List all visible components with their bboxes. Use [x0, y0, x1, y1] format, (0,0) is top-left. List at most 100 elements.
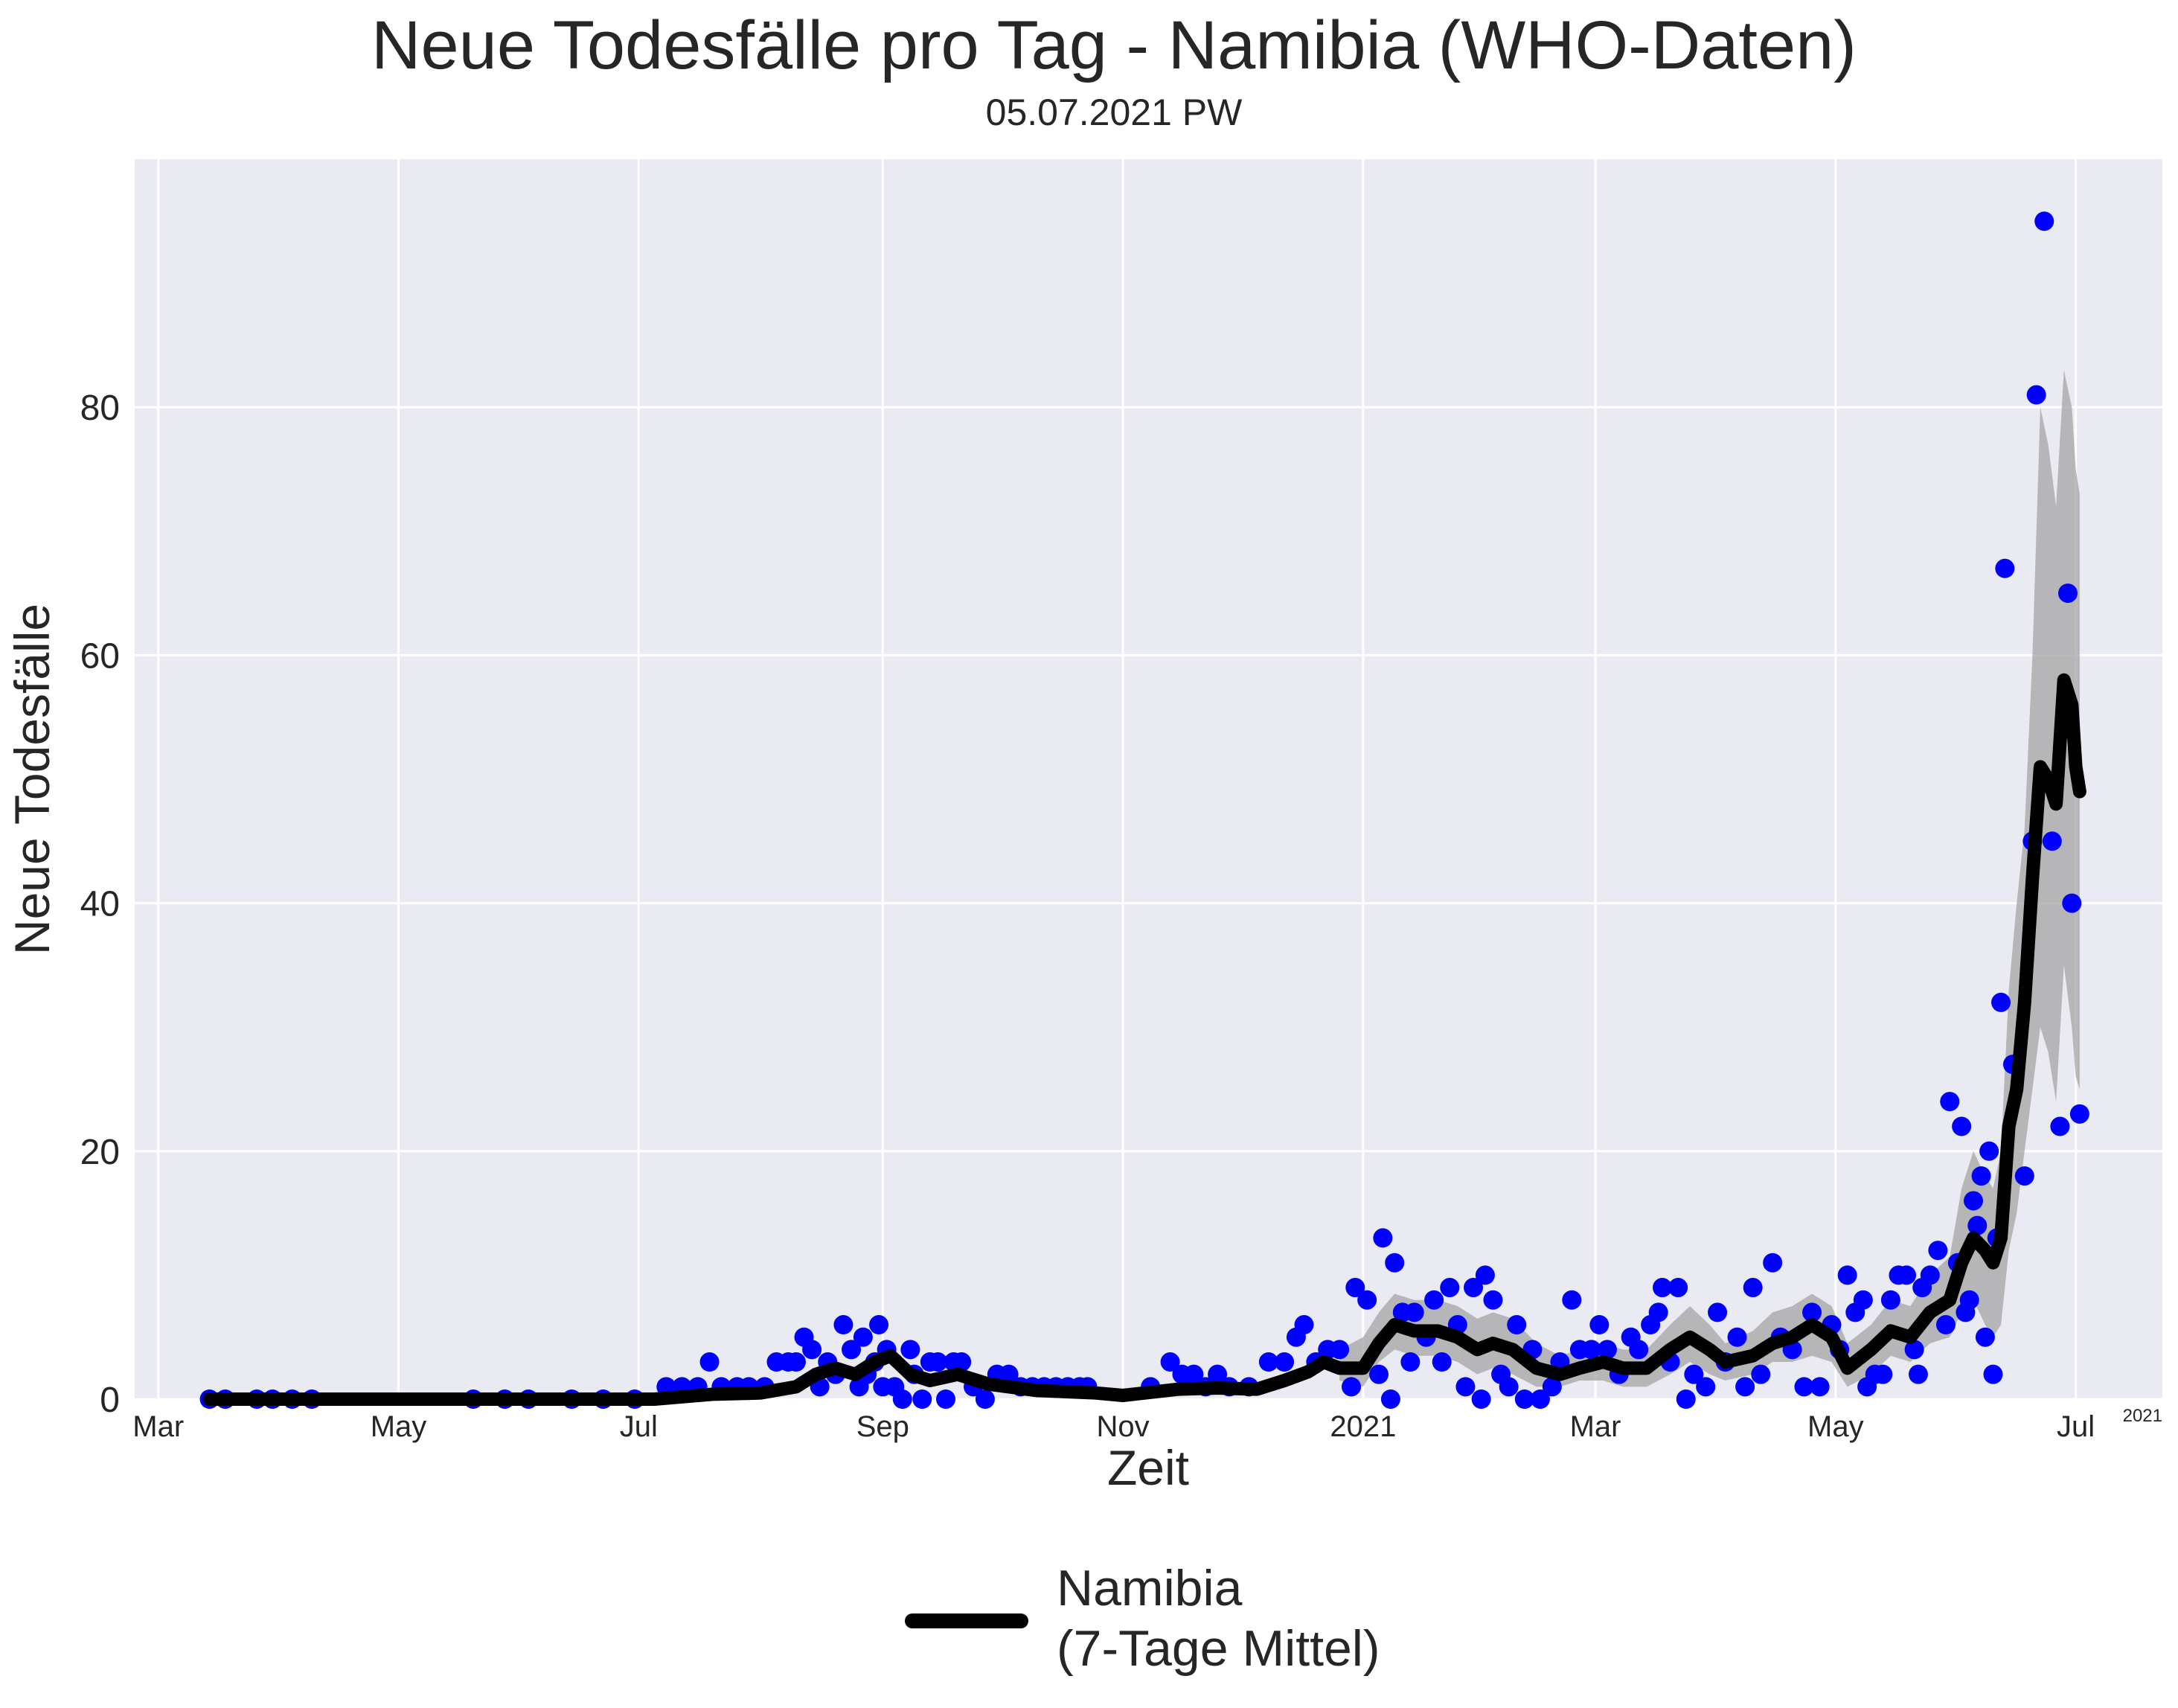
data-point-22	[786, 1352, 806, 1372]
x-tick-label-2: Jul	[620, 1410, 658, 1443]
data-point-158	[1991, 992, 2011, 1012]
data-point-95	[1507, 1315, 1527, 1335]
data-point-29	[842, 1340, 862, 1360]
x-tick-label-8: Jul	[2057, 1410, 2095, 1443]
data-point-75	[1357, 1290, 1377, 1310]
data-point-131	[1837, 1265, 1857, 1285]
data-point-141	[1908, 1364, 1928, 1384]
data-point-122	[1751, 1364, 1771, 1384]
data-point-77	[1373, 1228, 1393, 1248]
data-point-101	[1562, 1290, 1582, 1310]
legend-label-line2: (7-Tage Mittel)	[1057, 1620, 1380, 1677]
data-point-154	[1975, 1327, 1995, 1347]
data-point-79	[1385, 1253, 1405, 1273]
data-point-127	[1802, 1302, 1822, 1322]
data-point-110	[1648, 1302, 1668, 1322]
data-point-156	[1983, 1364, 2003, 1384]
data-point-99	[1542, 1377, 1562, 1397]
x-tick-label-1: May	[371, 1410, 427, 1443]
data-point-28	[833, 1315, 853, 1335]
data-point-133	[1853, 1290, 1873, 1310]
data-point-137	[1880, 1290, 1900, 1310]
data-point-139	[1897, 1265, 1917, 1285]
data-point-94	[1499, 1377, 1519, 1397]
data-point-169	[2062, 893, 2082, 913]
data-point-166	[2050, 1116, 2070, 1136]
data-point-114	[1676, 1389, 1696, 1409]
data-point-159	[1995, 558, 2015, 578]
data-point-140	[1904, 1340, 1924, 1360]
y-tick-label-1: 20	[80, 1133, 120, 1172]
data-point-92	[1483, 1290, 1503, 1310]
data-point-74	[1345, 1278, 1365, 1298]
data-point-168	[2058, 583, 2078, 604]
data-point-116	[1696, 1377, 1716, 1397]
data-point-98	[1530, 1389, 1550, 1409]
data-point-119	[1727, 1327, 1747, 1347]
data-point-146	[1940, 1092, 1960, 1112]
data-point-24	[802, 1340, 822, 1360]
data-point-72	[1330, 1340, 1350, 1360]
data-point-43	[928, 1352, 948, 1372]
data-point-170	[2069, 1104, 2089, 1124]
mean-line-path	[202, 673, 2086, 1406]
data-point-31	[853, 1327, 873, 1347]
data-point-89	[1464, 1278, 1484, 1298]
data-point-144	[1928, 1241, 1948, 1261]
data-point-104	[1589, 1315, 1610, 1335]
y-tick-label-0: 0	[100, 1381, 120, 1420]
legend-label-line1: Namibia	[1057, 1560, 1243, 1616]
data-point-82	[1404, 1302, 1424, 1322]
y-tick-label-2: 40	[80, 885, 120, 924]
data-point-81	[1400, 1352, 1420, 1372]
x-axis-label: Zeit	[1107, 1440, 1189, 1495]
data-point-41	[912, 1389, 932, 1409]
data-point-73	[1342, 1377, 1361, 1397]
data-point-120	[1735, 1377, 1755, 1397]
x-tick-label-0: Mar	[132, 1410, 184, 1443]
data-point-153	[1971, 1166, 1991, 1186]
legend: Namibia (7-Tage Mittel)	[905, 1560, 1380, 1677]
data-point-123	[1763, 1253, 1783, 1273]
data-point-78	[1380, 1389, 1400, 1409]
chart-title: Neue Todesfälle pro Tag - Namibia (WHO-D…	[371, 7, 1857, 83]
data-point-76	[1369, 1364, 1389, 1384]
data-point-151	[1964, 1191, 1984, 1211]
data-point-163	[2026, 385, 2046, 405]
x-tick-label-3: Sep	[856, 1410, 909, 1443]
data-point-121	[1743, 1278, 1763, 1298]
data-point-39	[900, 1340, 920, 1360]
x-tick-label-4: Nov	[1097, 1410, 1150, 1443]
x-tick-label-5: 2021	[1330, 1410, 1396, 1443]
plot-area	[135, 159, 2162, 1399]
data-point-143	[1920, 1265, 1940, 1285]
data-point-69	[1294, 1315, 1314, 1335]
data-point-96	[1514, 1389, 1534, 1409]
y-tick-label-4: 80	[80, 388, 120, 428]
grid-lines	[135, 159, 2162, 1401]
data-point-44	[936, 1389, 955, 1409]
data-point-126	[1794, 1377, 1814, 1397]
data-point-90	[1471, 1389, 1491, 1409]
data-point-46	[952, 1352, 972, 1372]
x-tick-label-7: May	[1807, 1410, 1864, 1443]
y-tick-label-3: 60	[80, 636, 120, 676]
data-point-145	[1935, 1315, 1956, 1335]
data-point-34	[869, 1315, 889, 1335]
data-point-103	[1581, 1340, 1601, 1360]
data-point-150	[1959, 1290, 1979, 1310]
y-ticks: 0 20 40 60 80	[80, 388, 120, 1420]
data-point-113	[1668, 1278, 1688, 1298]
data-point-128	[1810, 1377, 1830, 1397]
data-point-117	[1708, 1302, 1728, 1322]
x-offset-label: 2021	[2123, 1406, 2162, 1426]
data-point-148	[1952, 1116, 1972, 1136]
x-tick-label-6: Mar	[1570, 1410, 1621, 1443]
data-point-165	[2042, 831, 2062, 851]
data-point-155	[1979, 1141, 1999, 1161]
data-point-38	[892, 1389, 912, 1409]
data-point-85	[1432, 1352, 1452, 1372]
data-point-63	[1208, 1364, 1228, 1384]
data-point-152	[1967, 1215, 1988, 1235]
